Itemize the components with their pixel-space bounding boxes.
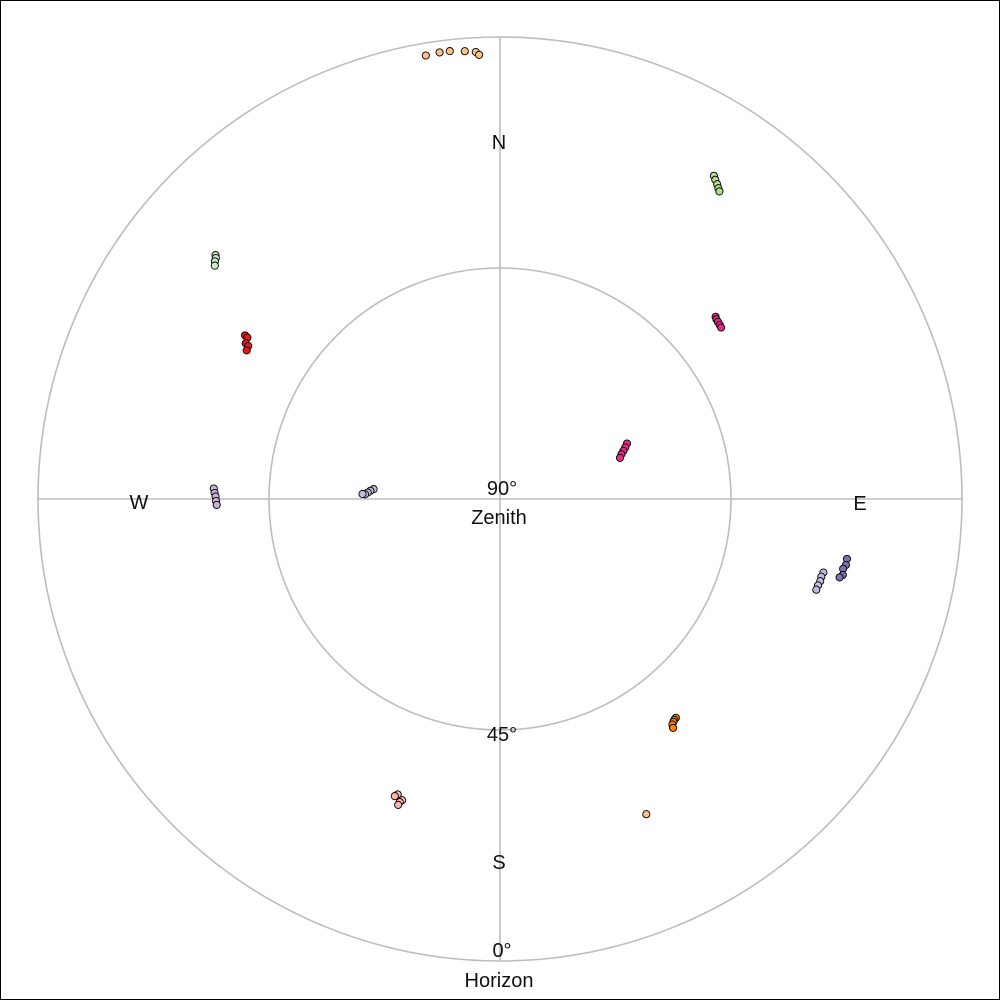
satellite-point: [358, 489, 367, 499]
satellite-series-11: [642, 810, 651, 819]
satellite-point: [421, 51, 430, 60]
horizon-value-label: 0°: [492, 940, 511, 962]
zenith-text-label: Zenith: [471, 507, 527, 529]
satellite-series-6: [209, 484, 221, 509]
satellite-series-10: [668, 713, 680, 732]
satellite-point: [394, 800, 403, 809]
satellite-point: [715, 187, 724, 196]
zenith-value-label: 90°: [487, 478, 517, 500]
satellite-point: [210, 261, 219, 270]
east-label: E: [853, 493, 866, 515]
satellite-point: [669, 723, 678, 732]
satellite-point: [835, 573, 844, 582]
satellite-point: [717, 323, 726, 332]
satellite-series-2: [210, 251, 220, 270]
satellite-point: [460, 47, 469, 56]
satellite-series-3: [711, 312, 726, 332]
satellite-series-12: [390, 790, 407, 809]
satellite-tracks: [209, 47, 852, 819]
satellite-point: [475, 50, 484, 59]
satellite-series-5: [615, 439, 632, 462]
satellite-series-1: [709, 171, 724, 196]
satellite-point: [242, 346, 251, 355]
satellite-series-0: [421, 47, 484, 60]
satellite-series-9: [835, 554, 852, 582]
polar-grid: [37, 36, 963, 962]
satellite-point: [445, 47, 454, 56]
plot-labels: N S E W 90° Zenith 45° 0° Horizon: [130, 132, 867, 992]
satellite-series-4: [241, 331, 253, 355]
north-label: N: [492, 132, 506, 154]
satellite-point: [390, 792, 399, 801]
satellite-point: [212, 500, 221, 509]
satellite-series-7: [358, 485, 378, 499]
south-label: S: [492, 852, 505, 874]
satellite-point: [435, 48, 444, 57]
satellite-point: [812, 585, 821, 594]
elevation-45-label: 45°: [487, 724, 517, 746]
satellite-point: [642, 810, 651, 819]
satellite-point: [615, 453, 625, 462]
horizon-text-label: Horizon: [465, 970, 534, 992]
satellite-series-8: [812, 568, 828, 594]
west-label: W: [130, 492, 149, 514]
